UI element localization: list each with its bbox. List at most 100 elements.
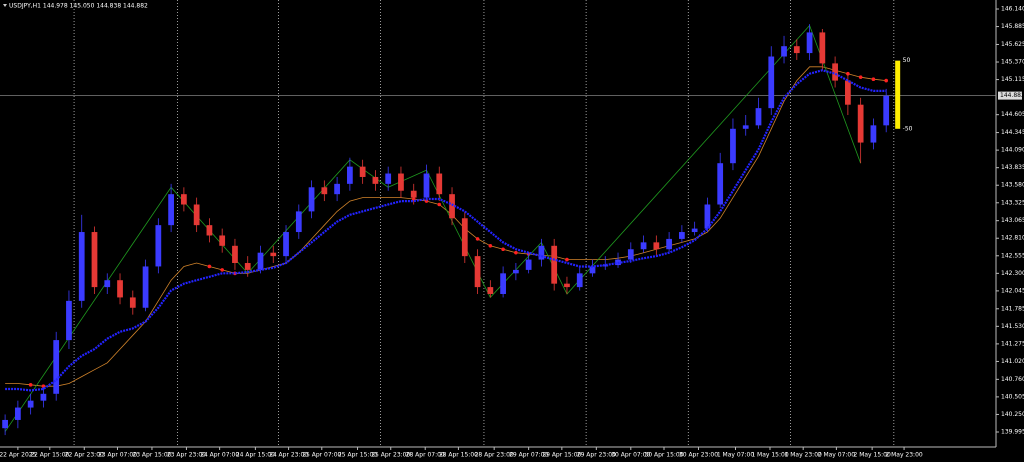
- candle-body: [461, 218, 468, 257]
- y-tick-label: 142.555: [1001, 252, 1024, 259]
- candle-body: [232, 245, 238, 264]
- x-tick-label: 25 Apr 07:00: [302, 452, 341, 459]
- y-tick-label: 139.995: [1001, 428, 1024, 435]
- x-tick-label: 24 Apr 15:00: [236, 452, 275, 459]
- candle-body: [206, 225, 213, 236]
- x-tick-label: 24 Apr 07:00: [200, 452, 239, 459]
- candle-body: [91, 232, 98, 288]
- y-tick-label: 143.065: [1001, 217, 1024, 224]
- candle-body: [627, 249, 634, 260]
- candle-body: [666, 238, 672, 250]
- x-tick-label: 28 Apr 23:00: [475, 452, 514, 459]
- candle-body: [193, 204, 200, 226]
- x-tick-label: 29 Apr 07:00: [509, 452, 548, 459]
- y-tick-label: 141.275: [1001, 340, 1024, 347]
- y-tick-label: 145.370: [1001, 59, 1024, 66]
- y-tick-label: 141.020: [1001, 358, 1024, 365]
- candle-body: [730, 128, 736, 164]
- candle-body: [359, 166, 366, 177]
- candle-body: [819, 32, 826, 64]
- candle-body: [832, 63, 838, 81]
- candle-body: [653, 242, 660, 250]
- x-tick-label: 30 Apr 23:00: [679, 452, 718, 459]
- candle-body: [219, 235, 226, 246]
- candle-body: [602, 265, 609, 267]
- candle-body: [398, 173, 404, 191]
- y-tick-label: 144.605: [1001, 111, 1024, 118]
- x-tick-label: 23 Apr 15:00: [132, 452, 171, 459]
- candle-body: [308, 187, 315, 212]
- candle-body: [793, 46, 800, 54]
- candle-body: [500, 273, 506, 294]
- candle-body: [257, 252, 264, 270]
- trend-line: [5, 66, 887, 387]
- x-tick-label: 22 Apr 15:00: [30, 452, 69, 459]
- candle-body: [551, 245, 558, 284]
- trend-dot: [565, 257, 569, 262]
- menu-arrow[interactable]: [3, 4, 7, 7]
- candle-body: [857, 104, 864, 143]
- chart-title: USDJPY,H1 144.978 145.050 144.838 144.88…: [9, 3, 148, 10]
- y-tick-label: 141.530: [1001, 323, 1024, 330]
- x-tick-label: 2 May 23:00: [885, 452, 923, 459]
- candle-body: [691, 228, 698, 233]
- x-tick-label: 25 Apr 23:00: [371, 452, 410, 459]
- trend-dot: [871, 77, 876, 82]
- x-tick-label: 22 Apr 23:00: [65, 452, 104, 459]
- candle-body: [104, 280, 111, 288]
- candle-body: [513, 269, 519, 274]
- candle-body: [27, 400, 34, 408]
- x-tick-label: 22 Apr 2025: [0, 452, 37, 459]
- current-price-label: 144.882: [1000, 92, 1024, 99]
- candle-body: [181, 194, 187, 205]
- trend-dot: [207, 264, 212, 269]
- current-price-box: [998, 91, 1022, 100]
- trend-dot: [437, 202, 442, 207]
- y-tick-label: 145.885: [1001, 23, 1024, 30]
- y-tick-label: 142.810: [1001, 235, 1024, 242]
- x-tick-label: 29 Apr 23:00: [577, 452, 616, 459]
- candle-body: [2, 419, 8, 429]
- x-tick-label: 2 May 15:00: [853, 452, 891, 459]
- candle-body: [487, 287, 494, 294]
- candle-body: [283, 232, 289, 257]
- y-tick-label: 144.345: [1001, 129, 1024, 136]
- y-tick-label: 143.325: [1001, 199, 1024, 206]
- candle-body: [321, 187, 328, 195]
- trend-dot: [514, 250, 518, 255]
- trend-dot: [488, 244, 493, 248]
- x-tick-label: 23 Apr 07:00: [98, 452, 137, 459]
- candle-body: [385, 173, 392, 184]
- candle-body: [270, 252, 277, 257]
- candle-body: [564, 283, 570, 288]
- candle-body: [129, 297, 136, 308]
- candle-body: [436, 173, 443, 195]
- y-tick-label: 143.580: [1001, 182, 1024, 189]
- candle-body: [679, 232, 685, 239]
- candle-body: [372, 176, 379, 184]
- y-tick-label: 142.045: [1001, 287, 1024, 294]
- moving-average: [5, 69, 887, 392]
- y-tick-label: 140.760: [1001, 376, 1024, 383]
- candle-body: [576, 273, 583, 288]
- candle-body: [410, 190, 417, 198]
- trend-dot: [28, 383, 33, 387]
- x-tick-label: 25 Apr 15:00: [338, 452, 377, 459]
- x-tick-label: 24 Apr 23:00: [269, 452, 308, 459]
- candle-body: [295, 211, 302, 233]
- candle-body: [78, 232, 85, 301]
- candle-body: [474, 256, 481, 288]
- candle-body: [768, 56, 775, 109]
- x-tick-label: 1 May 23:00: [785, 452, 823, 459]
- x-tick-label: 28 Apr 15:00: [439, 452, 478, 459]
- candle-body: [117, 280, 123, 298]
- candle-body: [640, 242, 647, 250]
- band-bar: [895, 60, 901, 129]
- band-label: -50: [903, 125, 913, 132]
- candle-body: [704, 204, 711, 229]
- candle-body: [449, 194, 455, 219]
- candle-body: [845, 80, 851, 105]
